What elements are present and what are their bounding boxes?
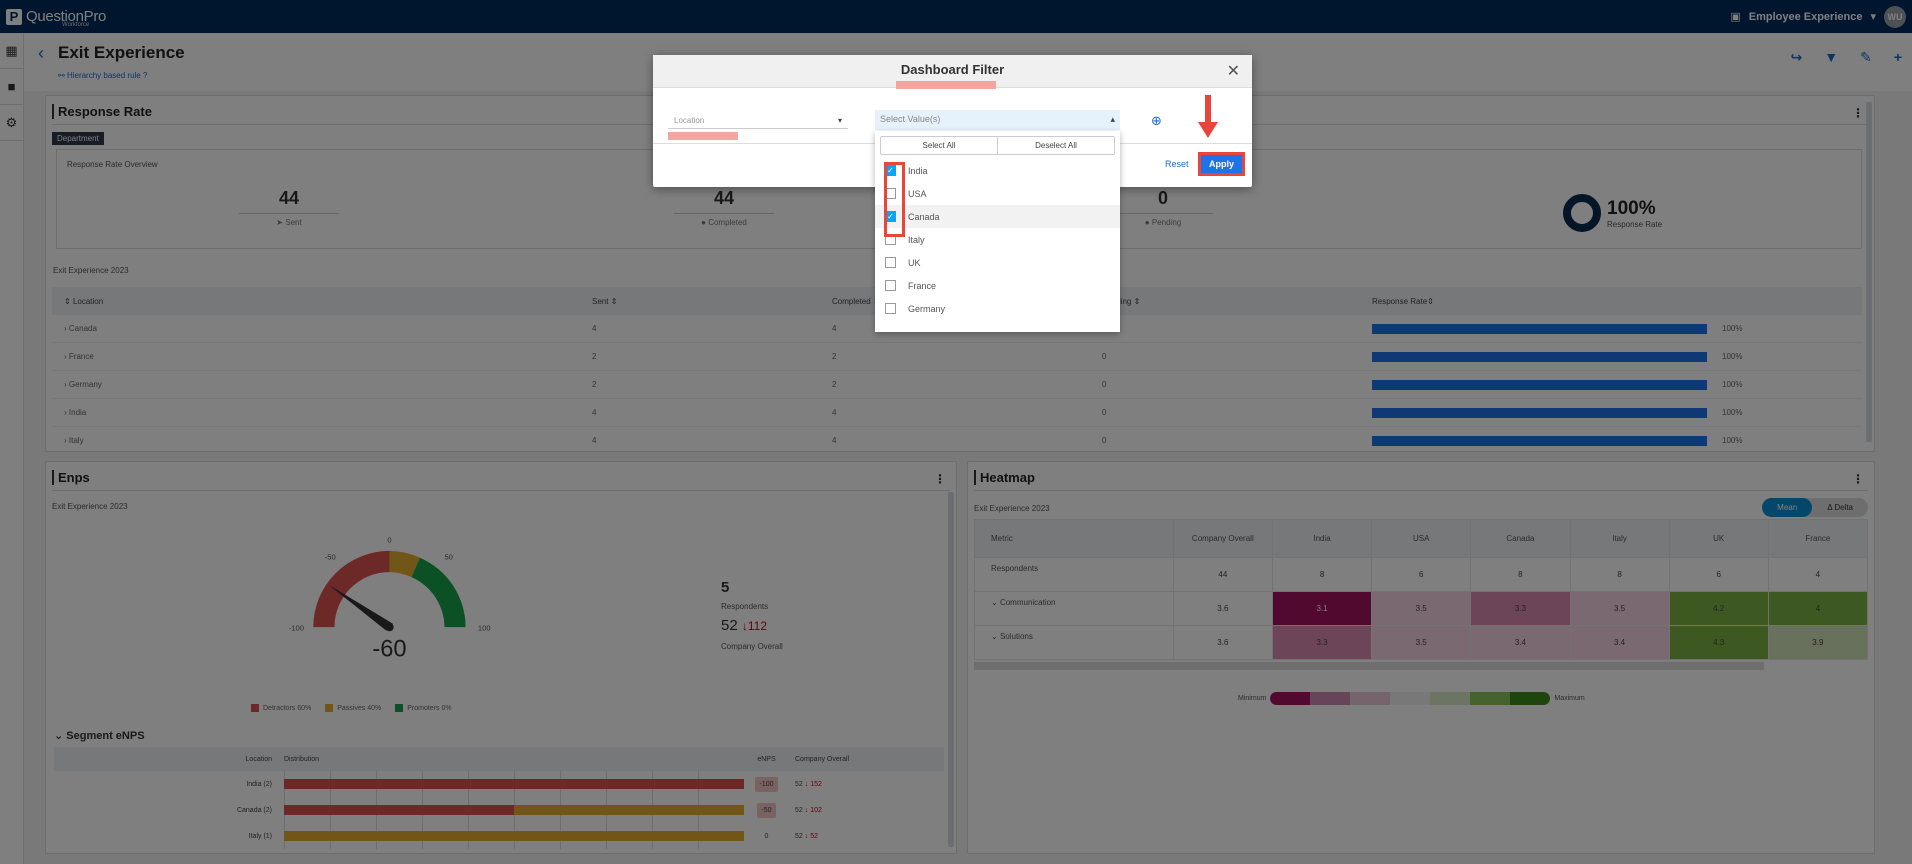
option-canada[interactable]: ✓ Canada [875, 205, 1120, 228]
values-select[interactable]: Select Value(s) ▴ [875, 110, 1120, 130]
checkbox[interactable] [885, 303, 896, 314]
close-icon[interactable]: ✕ [1226, 63, 1240, 80]
option-italy[interactable]: Italy [875, 228, 1120, 251]
annotation-arrow [1205, 95, 1211, 131]
reset-button[interactable]: Reset [1165, 159, 1189, 169]
checkbox[interactable] [885, 280, 896, 291]
option-uk[interactable]: UK [875, 251, 1120, 274]
annotation-arrowhead [1198, 122, 1218, 138]
option-usa[interactable]: USA [875, 182, 1120, 205]
apply-button[interactable]: Apply [1198, 152, 1245, 176]
add-filter-icon[interactable]: ⊕ [1151, 113, 1162, 128]
option-india[interactable]: ✓ India [875, 159, 1120, 182]
option-france[interactable]: France [875, 274, 1120, 297]
values-dropdown: Select All Deselect All ✓ India USA ✓ Ca… [875, 131, 1120, 332]
checkbox[interactable] [885, 257, 896, 268]
location-field-select[interactable]: Location ▾ [668, 113, 848, 129]
option-germany[interactable]: Germany [875, 297, 1120, 320]
select-all-button[interactable]: Select All [881, 137, 998, 154]
deselect-all-button[interactable]: Deselect All [1035, 141, 1077, 150]
annotation-highlight [884, 162, 905, 237]
